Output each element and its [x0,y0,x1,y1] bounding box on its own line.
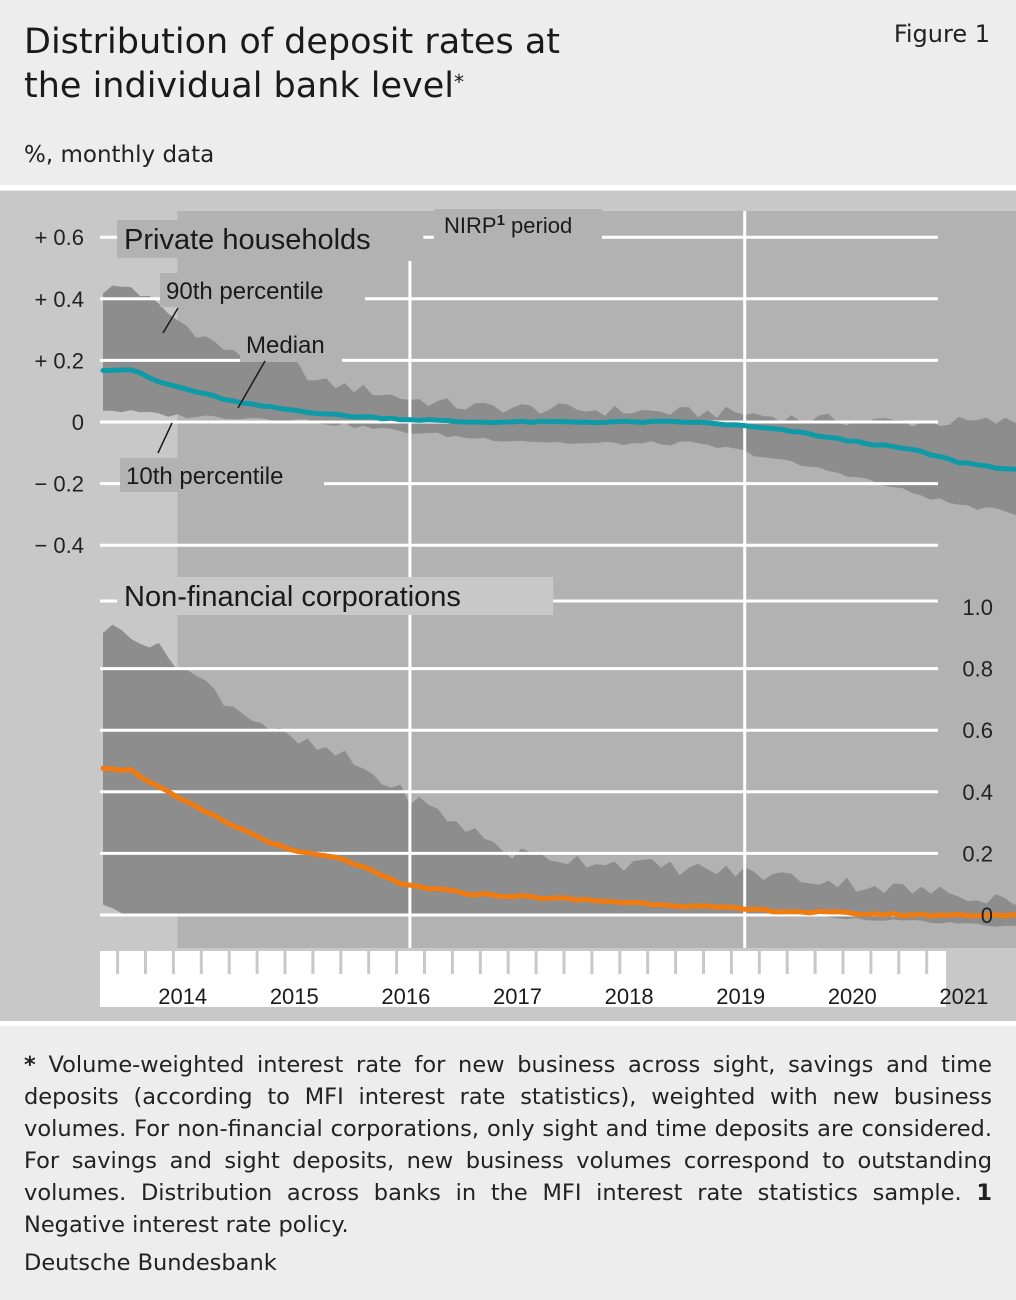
nirp-label-name: NIRP [444,213,497,238]
nirp-label-bg [434,209,602,245]
corporations-panel-title-bg [117,577,554,615]
households-panel-title: Private households [124,224,371,256]
nirp-label: NIRP1 period [434,209,602,245]
median-label: Median [246,332,325,359]
nirp-footnote-marker: 1 [497,212,505,229]
footnote-text: Volume-weighted interest rate for new bu… [24,1052,992,1206]
y-tick-label: 0 [72,410,84,435]
footnote-1-text: Negative interest rate policy. [24,1212,349,1238]
footnote: * Volume-weighted interest rate for new … [24,1049,992,1241]
p10-leader-line [157,422,173,454]
x-axis: 201420152016201720182019202020212022 [100,951,1012,1009]
y-tick-label: + 0.2 [34,348,84,373]
y-tick-label: 0.4 [962,780,993,805]
x-tick-label: 2019 [716,984,765,1009]
corporations-gridlines [100,667,938,917]
p90-leader-line [162,307,179,334]
y-tick-label: − 0.4 [34,533,84,558]
y-tick-label: 0.6 [962,718,993,743]
median-leader-line [237,360,266,409]
households-y-tick-labels: + 0.6 + 0.4 + 0.2 0 − 0.2 − 0.4 [34,225,84,558]
corporations-panel-title: Non-financial corporations [124,581,461,613]
bottom-divider [0,1021,1016,1026]
x-tick-label: 2020 [828,984,877,1009]
median-label-bg [240,328,342,362]
title-line-1: Distribution of deposit rates at [24,22,560,62]
chart-svg: Private households Non-financial corporat… [34,209,1016,1009]
y-tick-label: 0.2 [962,841,993,866]
nirp-label-suffix: period [505,213,572,238]
y-tick-label: 0.8 [962,657,993,682]
corporations-percentile-band [103,624,1016,927]
nirp-label-text: NIRP1 period [444,212,572,238]
x-tick-label: 2021 [939,984,988,1009]
p90-label-bg [160,273,365,307]
x-tick-label: 2018 [605,984,654,1009]
plot-area: Private households Non-financial corporat… [0,191,1016,1021]
p10-label-bg [120,458,324,492]
chart-subtitle: %, monthly data [24,142,215,168]
y-tick-label: + 0.4 [34,287,84,312]
households-median-line [100,367,1016,472]
y-tick-label: 0 [981,903,993,928]
p10-label: 10th percentile [126,463,283,490]
y-tick-label: + 0.6 [34,225,84,250]
x-tick-label: 2015 [270,984,319,1009]
title-footnote-marker: * [454,70,465,94]
y-tick-label: − 0.2 [34,472,84,497]
y-tick-label: 1.0 [962,595,993,620]
corporations-y-tick-labels: 1.0 0.8 0.6 0.4 0.2 0 [962,595,993,928]
x-axis-strip [100,951,946,1007]
footnote-1-marker: 1 [976,1180,992,1206]
households-percentile-band [103,285,1016,515]
top-divider [0,185,1016,190]
title-line-2: the individual bank level [24,66,455,106]
households-panel-title-bg [117,220,424,258]
figure-label: Figure 1 [893,20,990,48]
source-label: Deutsche Bundesbank [24,1250,277,1276]
x-tick-label: 2017 [493,984,542,1009]
x-tick-label: 2014 [158,984,207,1009]
p90-label: 90th percentile [166,278,323,305]
corporations-median-line [100,765,1016,919]
x-tick-label: 2016 [381,984,430,1009]
footnote-marker: * [24,1052,36,1078]
chart-title: Distribution of deposit rates at the indi… [24,20,784,108]
